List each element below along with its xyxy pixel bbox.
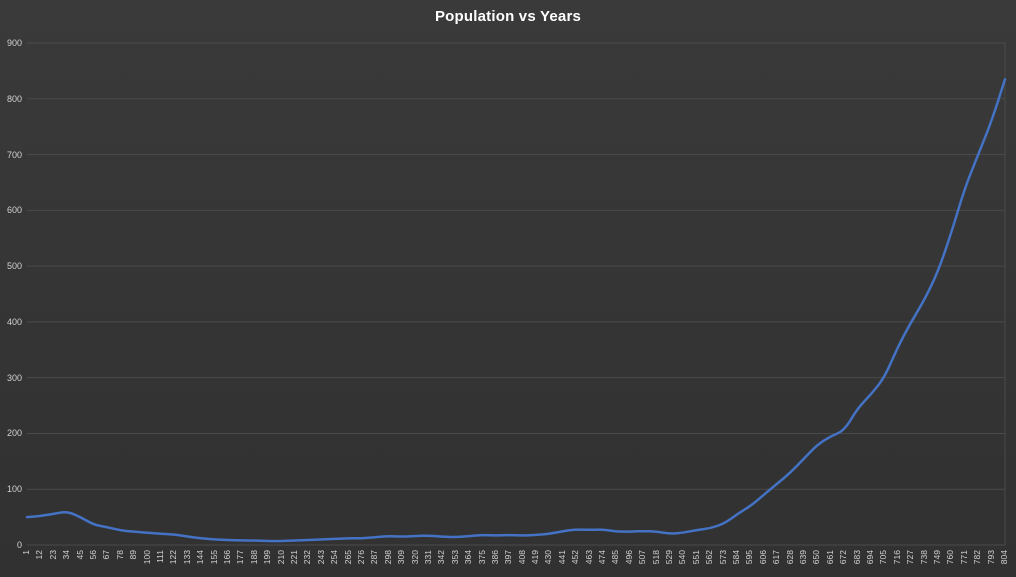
x-tick-label: 551 (690, 550, 701, 565)
y-axis-labels: 0 100 200 300 400 500 600 700 800 900 (0, 0, 24, 577)
x-tick-label: 353 (449, 550, 460, 565)
x-tick-label: 1 (21, 550, 31, 555)
x-tick-label: 617 (771, 550, 782, 565)
x-tick-label: 716 (891, 550, 902, 565)
x-tick-label: 463 (583, 550, 594, 565)
x-tick-label: 122 (168, 550, 179, 565)
x-tick-label: 45 (74, 550, 85, 560)
x-tick-label: 210 (275, 550, 286, 565)
y-tick-label: 800 (6, 93, 22, 104)
x-tick-label: 397 (503, 550, 514, 565)
x-axis-labels: 1 12 23 34 45 56 67 78 89 100 111 122 133 144 155 166 17… (0, 548, 1016, 577)
x-tick-label: 177 (235, 550, 246, 565)
x-tick-label: 606 (757, 550, 768, 565)
x-tick-label: 144 (195, 550, 206, 565)
x-tick-label: 683 (851, 550, 862, 565)
x-tick-label: 650 (811, 550, 822, 565)
x-tick-label: 452 (570, 550, 581, 565)
x-tick-label: 518 (650, 550, 661, 565)
x-tick-label: 155 (208, 550, 219, 565)
x-tick-label: 628 (784, 550, 795, 565)
x-tick-label: 760 (945, 550, 956, 565)
x-tick-label: 793 (985, 550, 996, 565)
x-tick-label: 430 (543, 550, 554, 565)
x-tick-label: 595 (744, 550, 755, 565)
x-tick-label: 111 (154, 550, 165, 563)
x-tick-label: 199 (262, 550, 273, 565)
x-tick-label: 562 (704, 550, 715, 565)
x-tick-label: 89 (128, 550, 139, 560)
x-tick-label: 496 (623, 550, 634, 565)
x-tick-label: 254 (329, 550, 340, 565)
x-tick-label: 331 (422, 550, 433, 565)
y-tick-label: 500 (6, 261, 22, 272)
x-tick-label: 342 (436, 550, 447, 565)
chart-title: Population vs Years (434, 8, 582, 25)
y-tick-label: 400 (6, 316, 22, 327)
x-tick-label: 78 (114, 550, 125, 560)
x-tick-label: 672 (838, 550, 849, 565)
y-tick-label: 900 (6, 38, 22, 48)
x-tick-label: 584 (731, 550, 742, 565)
x-tick-label: 386 (489, 550, 500, 565)
x-tick-label: 738 (918, 550, 929, 565)
y-tick-label: 100 (6, 484, 22, 495)
x-tick-label: 309 (396, 550, 407, 565)
x-tick-label: 727 (905, 550, 916, 565)
x-tick-label: 694 (865, 550, 876, 565)
x-tick-label: 441 (556, 550, 567, 565)
x-tick-label: 23 (47, 550, 58, 560)
x-tick-label: 232 (302, 550, 313, 565)
x-tick-label: 56 (87, 550, 98, 560)
x-tick-label: 639 (798, 550, 809, 565)
y-tick-label: 700 (6, 149, 22, 160)
x-tick-label: 705 (878, 550, 889, 565)
x-tick-label: 188 (248, 550, 259, 565)
x-tick-label: 771 (958, 550, 969, 565)
y-tick-label: 300 (6, 372, 22, 383)
x-tick-label: 276 (355, 550, 366, 565)
x-tick-label: 507 (637, 550, 648, 565)
x-tick-label: 573 (717, 550, 728, 565)
x-tick-label: 287 (369, 550, 380, 565)
x-tick-label: 100 (141, 550, 152, 565)
x-tick-label: 485 (610, 550, 621, 565)
x-tick-label: 529 (664, 550, 675, 565)
x-tick-label: 265 (342, 550, 353, 565)
x-tick-label: 408 (516, 550, 527, 565)
x-tick-label: 804 (999, 550, 1009, 565)
x-tick-label: 540 (677, 550, 688, 565)
x-tick-label: 12 (34, 550, 45, 560)
x-tick-label: 364 (463, 550, 474, 565)
x-tick-label: 243 (315, 550, 326, 565)
y-tick-label: 600 (6, 205, 22, 216)
y-tick-label: 200 (6, 428, 22, 439)
x-tick-label: 320 (409, 550, 420, 565)
x-tick-label: 782 (972, 550, 983, 565)
x-tick-label: 749 (932, 550, 942, 565)
x-tick-label: 375 (476, 550, 487, 565)
x-tick-label: 661 (824, 550, 835, 565)
y-tick-label: 0 (16, 540, 22, 550)
x-tick-label: 221 (288, 550, 299, 565)
x-tick-label: 419 (530, 550, 541, 565)
x-tick-label: 166 (221, 550, 232, 565)
x-tick-label: 34 (61, 550, 72, 560)
x-tick-label: 133 (181, 550, 192, 565)
x-tick-label: 474 (597, 550, 608, 565)
x-tick-label: 67 (101, 550, 112, 560)
population-line (25, 78, 1007, 543)
x-tick-label: 298 (382, 550, 393, 565)
